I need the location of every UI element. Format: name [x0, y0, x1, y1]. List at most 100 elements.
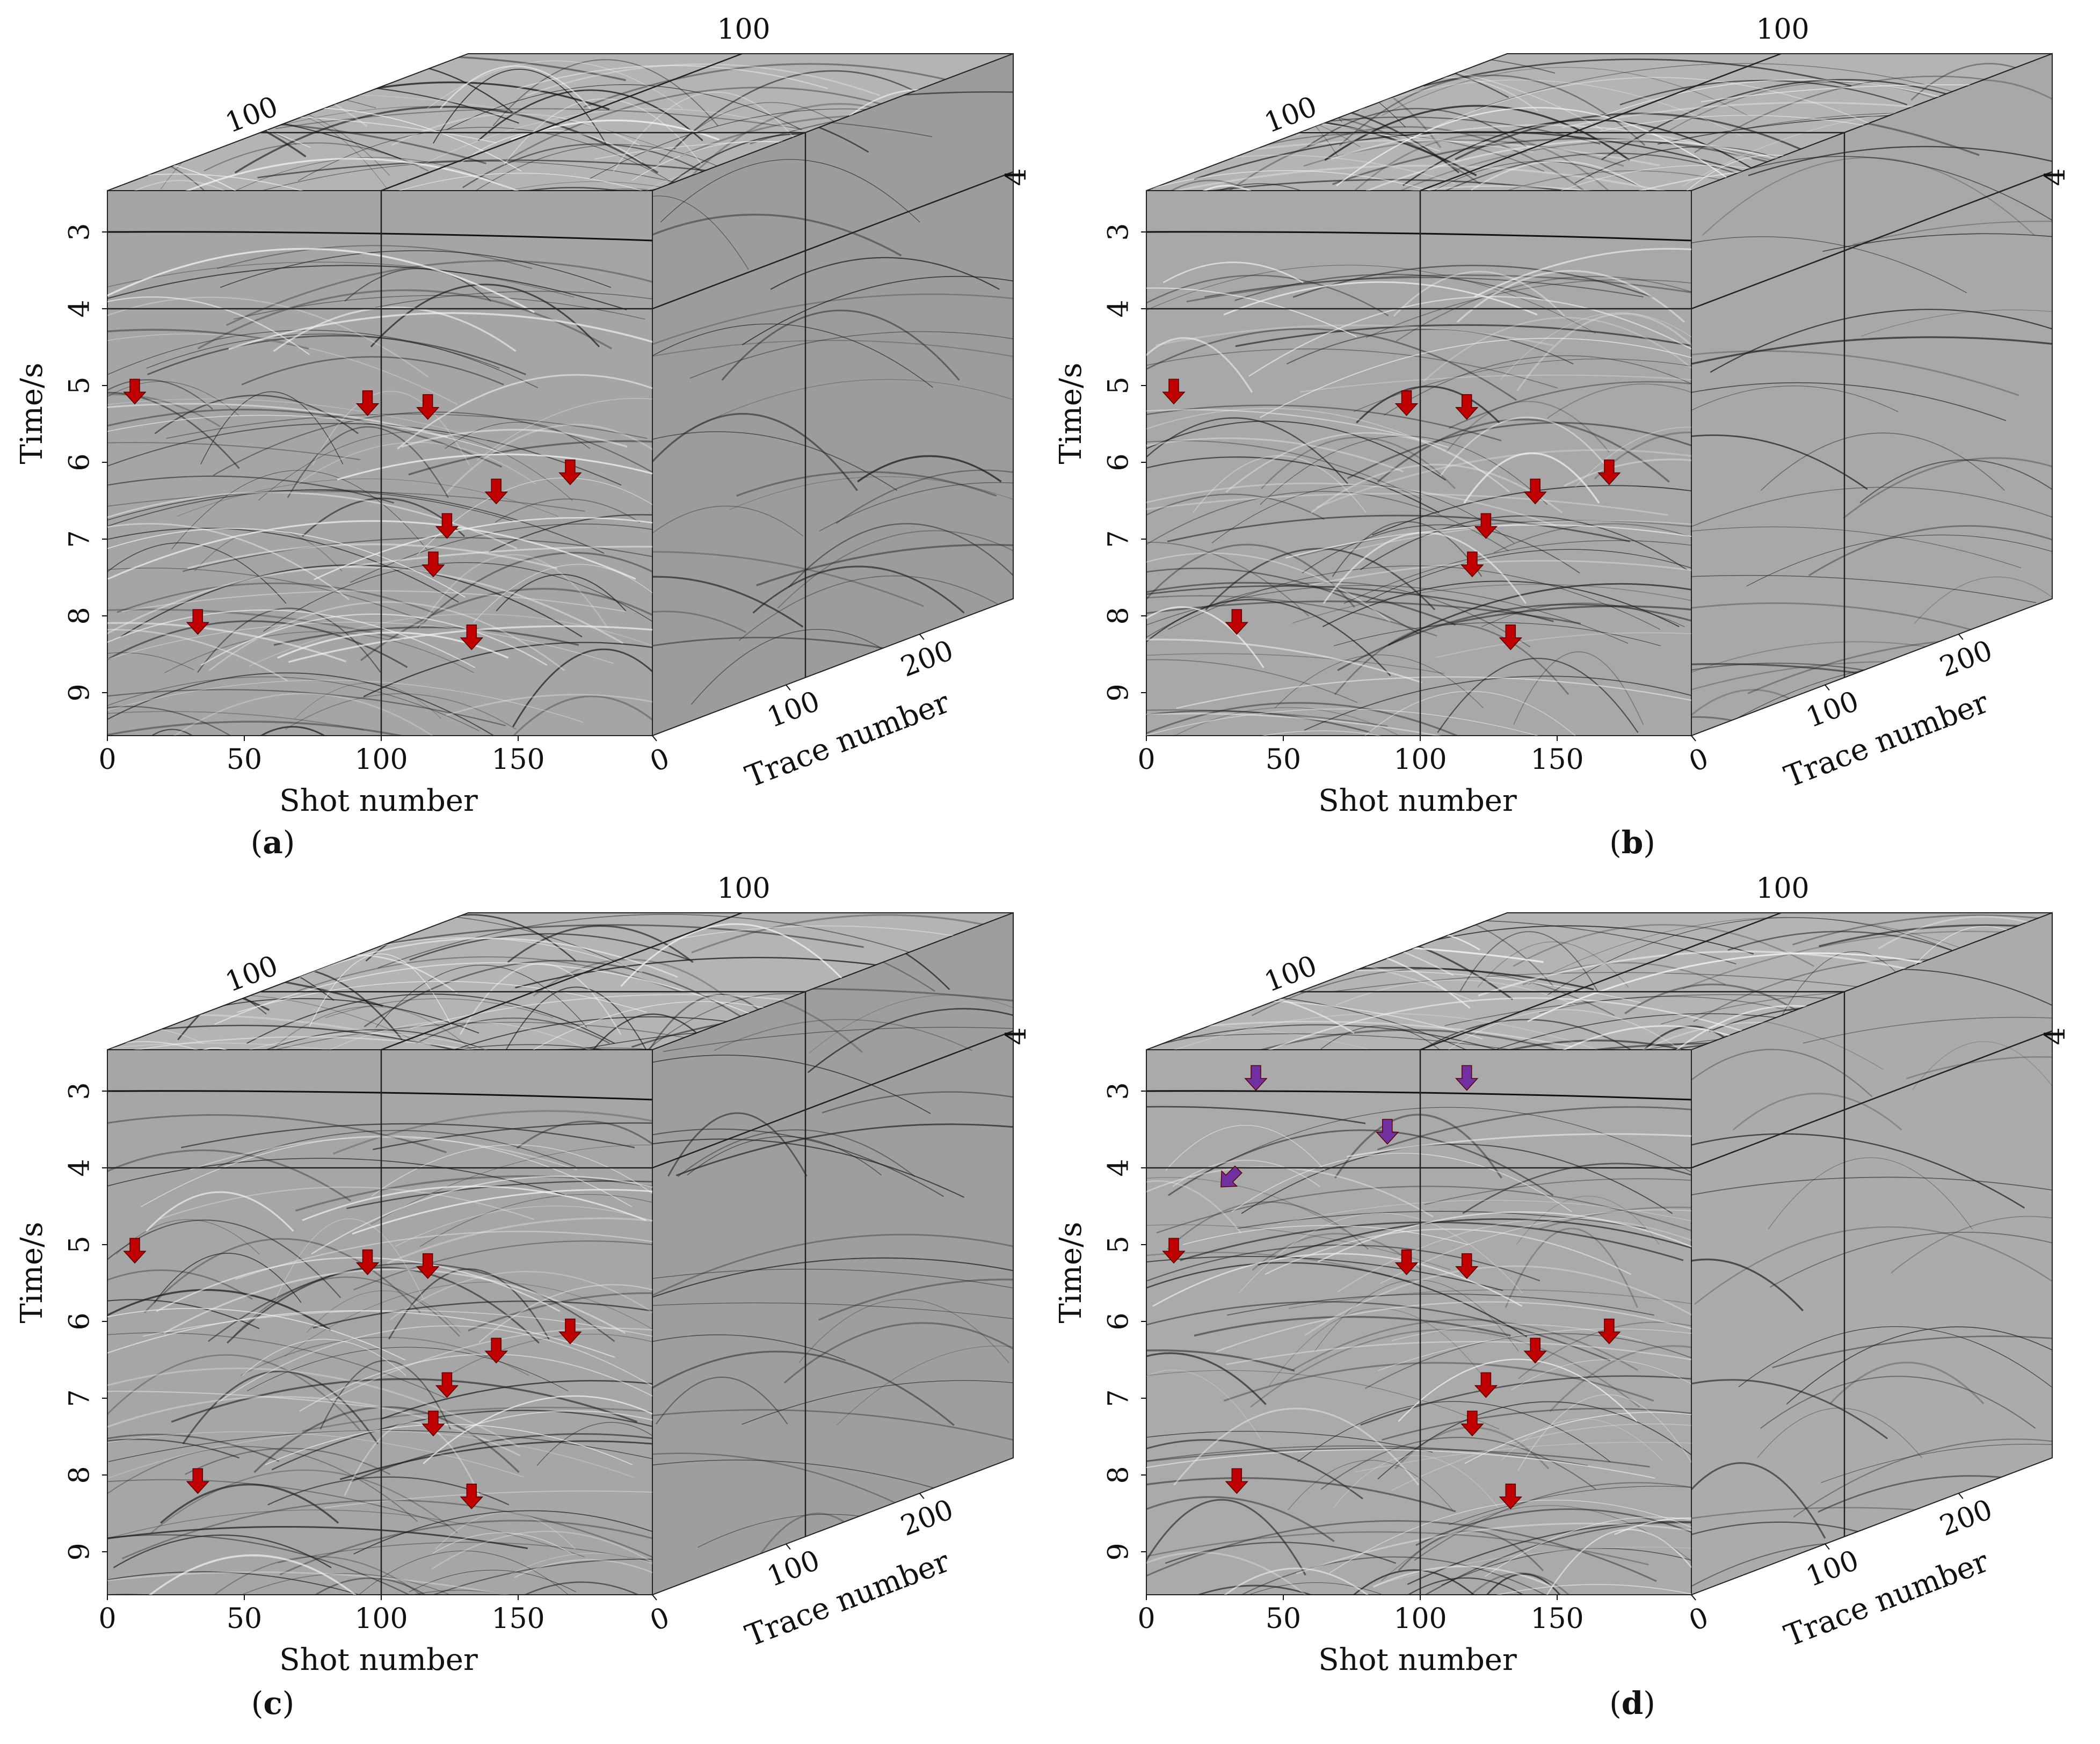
seismic-event: [107, 333, 458, 405]
shot-axis-label: Shot number: [1318, 1643, 1517, 1677]
seismic-event: [1146, 585, 1554, 622]
seismic-event: [107, 394, 221, 427]
seismic-event: [107, 935, 340, 956]
caption-b: (b): [1609, 824, 1655, 861]
seismic-event: [652, 1233, 1013, 1303]
seismic-event: [1418, 1049, 1735, 1050]
purple-arrow-icon-shape: [1376, 1118, 1399, 1145]
red-arrow-icon-shape: [416, 394, 440, 420]
seismic-event: [1162, 261, 1304, 284]
seismic-event: [1691, 1133, 2025, 1209]
seismic-event: [1146, 491, 1509, 551]
seismic-event: [208, 601, 565, 671]
seismic-event: [1146, 1496, 1335, 1543]
seismic-event: [1265, 1228, 1632, 1275]
seismic-event: [447, 1333, 652, 1377]
seismic-event: [1146, 638, 1422, 684]
seismic-event: [200, 613, 548, 666]
seismic-event: [107, 1434, 280, 1462]
seismic-event: [107, 1391, 385, 1409]
seismic-event: [1424, 1178, 1691, 1205]
panel-c: 3 4 5 6 7 8 9 Time/s 0 50 100 150 Shot number 0 100 200…: [0, 859, 1050, 1731]
seismic-event: [241, 356, 504, 386]
seismic-event: [1224, 1567, 1369, 1595]
seismic-event: [107, 520, 636, 580]
seismic-event: [107, 489, 605, 554]
seismic-event: [1821, 1444, 2052, 1483]
seismic-event: [1505, 1227, 1638, 1308]
seismic-event: [142, 1047, 287, 1050]
trace-tick-label: 0: [646, 742, 674, 779]
red-arrow-icon-shape: [186, 609, 209, 635]
seismic-event: [1382, 1407, 1691, 1441]
seismic-event: [1760, 1376, 2036, 1429]
seismic-event: [435, 1512, 576, 1550]
seismic-event: [325, 998, 554, 1019]
seismic-event: [340, 181, 848, 191]
seismic-event: [652, 323, 933, 388]
shot-tick-label: 100: [1393, 744, 1447, 776]
shot-slice-top-line: [381, 912, 743, 1051]
slice-line-4s-side: [1691, 171, 2053, 310]
seismic-event: [287, 426, 449, 498]
seismic-event: [1146, 595, 1437, 637]
seismic-event: [1278, 1200, 1691, 1224]
seismic-event: [652, 293, 1013, 346]
seismic-event: [1768, 1157, 1973, 1230]
seismic-event: [721, 309, 960, 381]
seismic-event: [278, 1542, 652, 1564]
shot-axis-label: Shot number: [279, 1643, 478, 1677]
red-arrow-icon: [435, 513, 459, 539]
seismic-event: [323, 172, 718, 191]
seismic-event: [1165, 1542, 1397, 1564]
seismic-event: [171, 1378, 638, 1423]
seismic-event: [1346, 134, 1617, 191]
red-arrow-icon: [1597, 459, 1621, 485]
trace-tick-mark: [1958, 634, 1964, 640]
seismic-event: [344, 268, 491, 302]
seismic-event: [113, 1534, 332, 1568]
red-arrow-icon-shape: [558, 459, 582, 485]
seismic-event: [1329, 185, 1672, 191]
red-arrow-icon-shape: [123, 1238, 147, 1264]
seismic-event: [652, 1350, 955, 1426]
seismic-event: [1819, 924, 2052, 947]
seismic-event: [807, 1008, 1013, 1073]
seismic-event: [1347, 422, 1691, 479]
time-tick-label: 3: [64, 223, 96, 241]
seismic-event: [1691, 1379, 1888, 1440]
seismic-event: [227, 1267, 540, 1344]
seismic-event: [1691, 1462, 1826, 1539]
seismic-event: [1757, 1407, 1922, 1458]
seismic-event: [410, 187, 735, 191]
front-texture: [1146, 248, 1691, 736]
seismic-event: [1147, 1244, 1541, 1282]
seismic-event: [1360, 1375, 1691, 1426]
seismic-event: [1691, 575, 2037, 604]
seismic-event: [304, 1020, 615, 1050]
seismic-event: [1146, 1448, 1650, 1468]
seismic-event: [107, 180, 299, 191]
seismic-event: [1727, 931, 1952, 951]
seismic-event: [295, 1175, 652, 1212]
seismic-event: [1333, 1455, 1499, 1509]
red-arrow-icon: [484, 478, 508, 505]
seismic-event: [107, 173, 376, 191]
red-arrow-icon-shape: [1225, 1468, 1248, 1494]
seismic-event: [1146, 1301, 1611, 1362]
seismic-event: [512, 695, 652, 736]
time-tick-label: 9: [1103, 1543, 1135, 1560]
seismic-event: [1323, 532, 1527, 604]
seismic-event: [107, 706, 231, 736]
seismic-event: [1261, 437, 1456, 489]
seismic-event: [1407, 1521, 1691, 1585]
seismic-event: [107, 1042, 405, 1050]
seismic-event: [1518, 1321, 1691, 1379]
seismic-event: [1475, 63, 2012, 110]
red-arrow-icon: [1455, 394, 1479, 420]
seismic-event: [107, 1289, 331, 1331]
seismic-event: [1240, 1556, 1546, 1595]
seismic-event: [1304, 1265, 1691, 1336]
seismic-event: [497, 986, 656, 1050]
seismic-event: [107, 672, 495, 736]
